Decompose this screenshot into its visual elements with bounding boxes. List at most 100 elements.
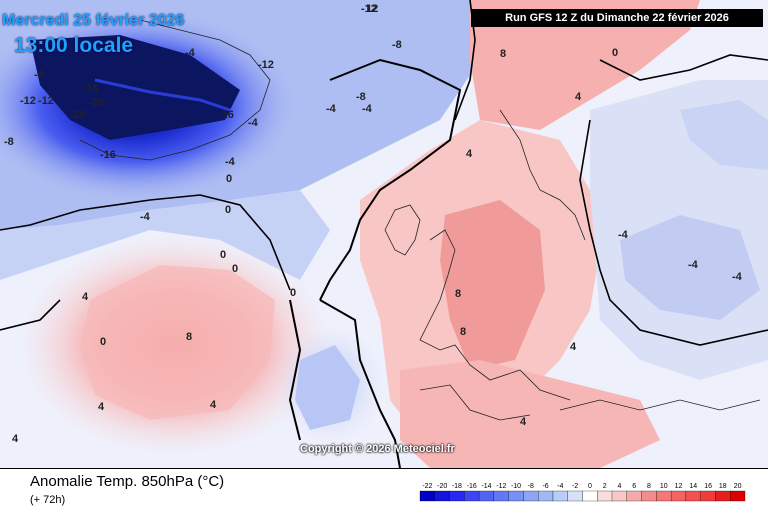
contour-label: 8 — [500, 48, 506, 60]
coastline — [419, 229, 571, 401]
legend-label: -6 — [542, 483, 548, 490]
contour-label: -8 — [392, 39, 402, 51]
contour-line — [599, 54, 768, 81]
contour-label: -4 — [362, 103, 373, 115]
contour-label: -16 — [100, 149, 116, 161]
warm-europe-core — [440, 200, 545, 370]
coastline — [559, 399, 761, 411]
contour-label: -4 — [34, 69, 45, 81]
legend-label: -16 — [467, 483, 477, 490]
legend-swatch — [626, 490, 642, 502]
warm-north-sea — [470, 0, 700, 130]
forecast-date: Mercredi 25 février 2026 — [2, 12, 185, 29]
contour-label: -16 — [218, 109, 234, 121]
cold-east-north — [680, 100, 768, 170]
contour-label: -4 — [618, 229, 629, 241]
temperature-anomaly-map: -20-20-16-16-16-12 -12-12-12-8-8-8-4-4-4-… — [0, 0, 768, 468]
legend-label: 20 — [734, 483, 742, 490]
contour-label: 8 — [460, 326, 466, 338]
contour-label: 4 — [466, 148, 473, 160]
contour-label: -12 — [20, 95, 36, 107]
legend-label: 6 — [632, 483, 636, 490]
contour-labels: -20-20-16-16-16-12 -12-12-12-8-8-8-4-4-4-… — [4, 3, 743, 445]
contour-label: 0 — [612, 47, 618, 59]
contour-label: 4 — [520, 416, 527, 428]
contour-line — [288, 299, 302, 441]
contour-label: 0 — [290, 287, 296, 299]
legend-label: -14 — [481, 483, 491, 490]
cold-region-west — [0, 190, 330, 280]
contour-label: -16 — [82, 83, 98, 95]
legend-label: 18 — [719, 483, 727, 490]
contour-label: -4 — [140, 211, 151, 223]
legend-swatch — [552, 490, 568, 502]
legend-label: -4 — [557, 483, 563, 490]
legend-swatch — [715, 490, 731, 502]
contour-line — [319, 299, 401, 468]
contour-label: 0 — [226, 173, 232, 185]
contour-label: 8 — [186, 331, 192, 343]
coastline — [384, 204, 421, 256]
legend-swatch — [449, 490, 465, 502]
forecast-time: 13:00 locale — [14, 34, 134, 57]
cold-east-europe-patch — [620, 215, 760, 320]
contour-label: 0 — [100, 336, 106, 348]
contour-label: -4 — [248, 117, 259, 129]
legend-label: 4 — [617, 483, 621, 490]
legend-label: 8 — [647, 483, 651, 490]
legend-swatch — [464, 490, 480, 502]
contour-label: -4 — [732, 271, 743, 283]
legend-swatch — [611, 490, 627, 502]
contour-label: 4 — [210, 399, 217, 411]
contour-label: -20 — [88, 97, 104, 109]
color-legend: -22 -20 -18 -16 -14 -12 -10 -8 -6 -4 -2 0 2 4 6 8 10 12 14… — [419, 483, 746, 502]
contour-label: -4 — [326, 103, 337, 115]
map-title: Anomalie Temp. 850hPa (°C) — [30, 473, 225, 490]
legend-swatch — [641, 490, 657, 502]
legend-swatch — [538, 490, 554, 502]
legend-label: -2 — [572, 483, 578, 490]
legend-label: -8 — [528, 483, 534, 490]
coastline — [419, 384, 531, 421]
legend-swatch — [567, 490, 583, 502]
contour-label: 4 — [575, 91, 582, 103]
legend-swatch — [523, 490, 539, 502]
forecast-lead-time: (+ 72h) — [30, 494, 66, 506]
legend-swatch — [434, 490, 450, 502]
contour-line — [0, 194, 291, 291]
legend-label: 14 — [689, 483, 697, 490]
coastline — [499, 109, 586, 241]
legend-swatch — [700, 490, 716, 502]
cold-atlantic-south-shape — [295, 345, 360, 430]
contour-label: -12 — [361, 3, 377, 15]
legend-swatch — [730, 490, 746, 502]
copyright: Copyright © 2026 Meteociel.fr — [300, 443, 455, 455]
legend-label: 0 — [588, 483, 592, 490]
contour-label: 4 — [98, 401, 105, 413]
footer: Anomalie Temp. 850hPa (°C) (+ 72h) -22 -2… — [0, 468, 768, 512]
warm-med — [400, 360, 660, 468]
contour-label: -8 — [4, 136, 14, 148]
contour-label: 12 — [366, 3, 378, 15]
legend-label: -10 — [511, 483, 521, 490]
legend-swatch — [597, 490, 613, 502]
legend-label: -12 — [496, 483, 506, 490]
contour-label: -12 — [258, 59, 274, 71]
contour-line — [579, 119, 768, 346]
contour-label: 0 — [225, 204, 231, 216]
contour-label: 8 — [455, 288, 461, 300]
contour-label: -20 — [70, 109, 86, 121]
legend-label: 16 — [704, 483, 712, 490]
contour-label: -8 — [356, 91, 366, 103]
contour-label: 4 — [570, 341, 577, 353]
legend-swatch — [656, 490, 672, 502]
legend-label: -22 — [422, 483, 432, 490]
legend-label: 12 — [675, 483, 683, 490]
legend-label: 10 — [660, 483, 668, 490]
contour-label: -4 — [688, 259, 699, 271]
legend-label: -18 — [452, 483, 462, 490]
contour-label: 4 — [12, 433, 19, 445]
legend-label: 2 — [603, 483, 607, 490]
legend-swatch — [685, 490, 701, 502]
